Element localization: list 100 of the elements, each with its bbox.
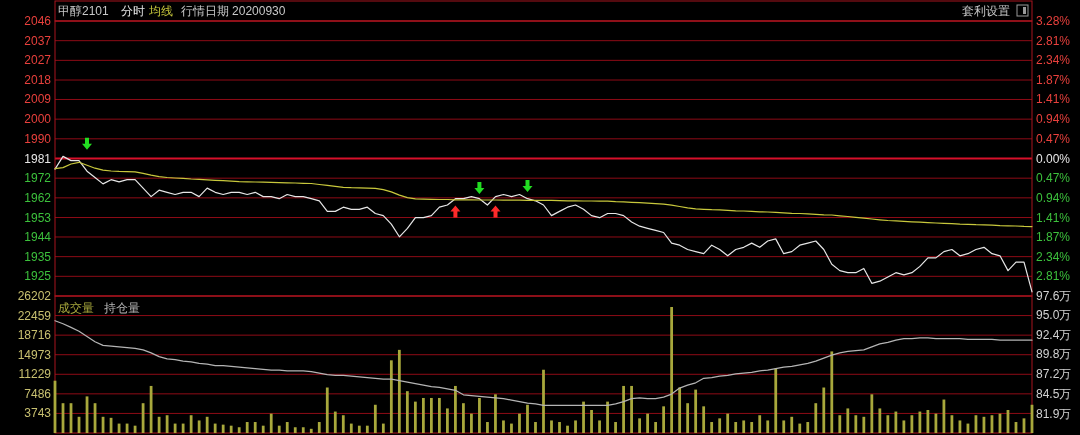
y2-tick-label: 0.94%	[1036, 190, 1071, 205]
bar	[357, 425, 361, 433]
bar	[421, 397, 425, 433]
bar	[686, 403, 690, 433]
y-tick-label: 11229	[18, 367, 52, 382]
bar	[654, 422, 658, 433]
y-tick-label: 1981	[24, 151, 52, 166]
bar	[494, 394, 497, 433]
y-tick-label: 18716	[17, 328, 52, 343]
bar	[726, 413, 730, 433]
bar	[165, 415, 169, 433]
y-tick-label: 1935	[24, 249, 52, 264]
y-tick-label: 2037	[24, 33, 52, 48]
bar	[670, 306, 674, 433]
bar	[229, 425, 233, 433]
bar	[606, 401, 609, 433]
bar	[638, 418, 641, 433]
y-tick-label: 1944	[24, 229, 52, 244]
bar	[486, 422, 489, 433]
bar	[397, 349, 401, 433]
y2-tick-label: 1.87%	[1036, 73, 1071, 88]
y-tick-label: 3743	[24, 406, 52, 421]
bar	[806, 422, 810, 433]
bar	[662, 406, 666, 433]
y2-tick-label: 95.0万	[1036, 308, 1072, 323]
y2-tick-label: 0.00%	[1036, 151, 1071, 166]
bar	[566, 425, 569, 433]
bar	[630, 385, 633, 433]
text: 均线	[147, 4, 173, 18]
bar	[790, 416, 794, 433]
y2-tick-label: 87.2万	[1036, 366, 1072, 381]
bar	[614, 422, 617, 433]
point	[450, 205, 461, 218]
bar	[886, 415, 890, 433]
bar	[758, 415, 762, 433]
y2-tick-label: 2.81%	[1036, 33, 1071, 48]
bar	[918, 411, 922, 433]
bar	[237, 427, 241, 433]
bar	[197, 420, 201, 433]
bar	[558, 422, 561, 433]
y2-tick-label: 92.4万	[1036, 327, 1072, 342]
bar	[774, 368, 778, 433]
chart-subtitle: 行情日期 20200930	[180, 4, 286, 18]
bar	[742, 420, 746, 433]
bar	[542, 369, 545, 433]
bar	[277, 425, 281, 433]
text: 套利设置	[962, 4, 1010, 18]
y-tick-label: 7486	[24, 386, 52, 401]
bar	[405, 391, 409, 433]
bar	[245, 422, 249, 433]
y2-tick-label: 84.5万	[1036, 387, 1072, 402]
y-tick-label: 2027	[24, 53, 52, 68]
text: 分时	[120, 4, 145, 18]
bar	[173, 423, 177, 433]
bar	[446, 408, 449, 433]
bar	[413, 401, 417, 433]
bar	[534, 422, 537, 433]
bar	[766, 420, 770, 433]
y2-tick-label: 0.47%	[1036, 131, 1071, 146]
bar	[181, 423, 185, 433]
point	[82, 137, 92, 150]
y2-tick-label: 89.8万	[1036, 347, 1072, 362]
bar	[782, 420, 786, 433]
bar	[710, 422, 714, 433]
bar	[341, 415, 345, 433]
bar	[261, 425, 265, 433]
y-tick-label: 26202	[17, 289, 52, 303]
bar	[373, 404, 377, 433]
bar	[309, 428, 313, 433]
chart-title: 甲醇2101	[58, 4, 110, 18]
bar	[269, 413, 273, 433]
bar	[293, 427, 297, 433]
y-tick-label: 2009	[24, 92, 52, 107]
bar	[454, 385, 457, 433]
y2-tick-label: 2.34%	[1036, 53, 1071, 68]
y2-tick-label: 1.41%	[1036, 92, 1071, 107]
bar	[285, 422, 289, 433]
y-tick-label: 14973	[17, 347, 52, 362]
y2-tick-label: 1.41%	[1036, 210, 1071, 225]
bar	[253, 422, 257, 433]
y-tick-label: 2000	[24, 112, 52, 127]
bar	[846, 408, 850, 433]
bar	[430, 397, 433, 433]
bar	[646, 413, 649, 433]
text: 成交量	[58, 301, 94, 315]
bar	[702, 406, 706, 433]
y-tick-label: 1953	[24, 210, 52, 225]
point	[490, 205, 501, 218]
bar	[854, 415, 858, 433]
bar	[798, 423, 802, 433]
bar	[574, 420, 577, 433]
bar	[478, 397, 481, 433]
bar	[213, 423, 217, 433]
bar	[718, 418, 722, 433]
bar	[502, 420, 505, 433]
point	[522, 180, 533, 192]
bar	[189, 415, 193, 433]
bar	[694, 389, 698, 433]
y2-tick-label: 2.34%	[1036, 249, 1071, 264]
line-series	[54, 155, 1033, 293]
